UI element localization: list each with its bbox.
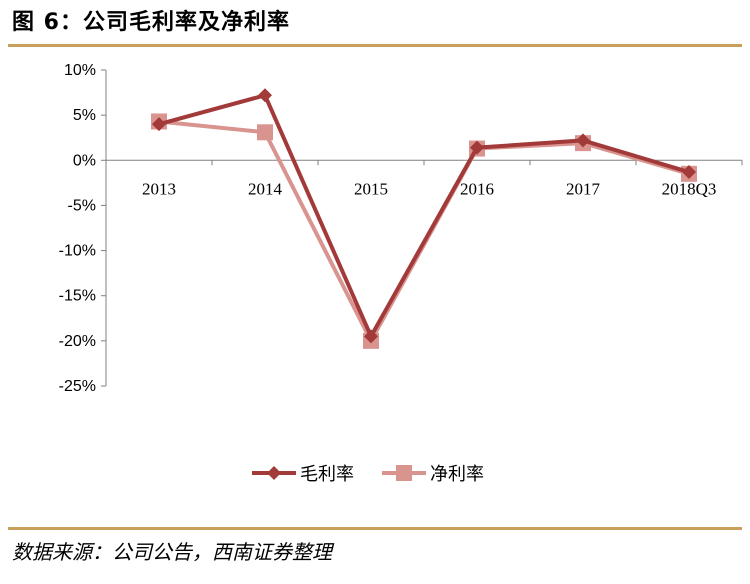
axis-layer: 10% 5% 0% -5% -10% -15% -20% -25% 2013 2014 2015 20… xyxy=(59,62,743,395)
series-layer xyxy=(151,88,697,349)
legend-diamond-marker xyxy=(267,466,281,480)
y-tick-label: -15% xyxy=(59,288,96,305)
bottom-divider xyxy=(8,527,742,530)
gross-margin-point xyxy=(258,88,272,103)
legend: 毛利率 净利率 xyxy=(252,464,484,485)
x-category-label: 2016 xyxy=(460,179,494,198)
series-line-net-margin xyxy=(158,119,690,343)
x-category-label: 2017 xyxy=(566,179,601,198)
x-category-label: 2015 xyxy=(354,179,388,198)
gross-margin-point xyxy=(364,329,378,344)
net-margin-point xyxy=(257,124,273,141)
source-note: 数据来源：公司公告，西南证券整理 xyxy=(12,540,332,564)
line-chart: 10% 5% 0% -5% -10% -15% -20% -25% 2013 2014 2015 20… xyxy=(59,62,743,485)
top-divider xyxy=(8,44,742,47)
y-tick-label: -5% xyxy=(68,197,96,214)
legend-label: 毛利率 xyxy=(300,464,354,485)
y-tick-label: -20% xyxy=(59,333,96,350)
x-category-label: 2014 xyxy=(248,179,283,198)
y-tick-label: 5% xyxy=(73,107,96,124)
y-tick-label: 10% xyxy=(64,62,96,79)
y-tick-label: -10% xyxy=(59,243,96,260)
legend-square-marker xyxy=(396,465,412,481)
gross-margin-point xyxy=(576,133,590,148)
y-tick-label: 0% xyxy=(73,152,96,169)
x-category-label: 2013 xyxy=(142,179,176,198)
legend-label: 净利率 xyxy=(430,464,484,485)
figure-title: 图 6：公司毛利率及净利率 xyxy=(12,10,290,35)
gross-margin-point xyxy=(470,140,484,155)
gross-margin-point xyxy=(152,117,166,132)
series-line-gross-margin xyxy=(158,93,690,339)
gross-margin-point xyxy=(682,165,696,180)
x-category-label: 2018Q3 xyxy=(662,179,717,198)
y-tick-label: -25% xyxy=(59,378,96,395)
